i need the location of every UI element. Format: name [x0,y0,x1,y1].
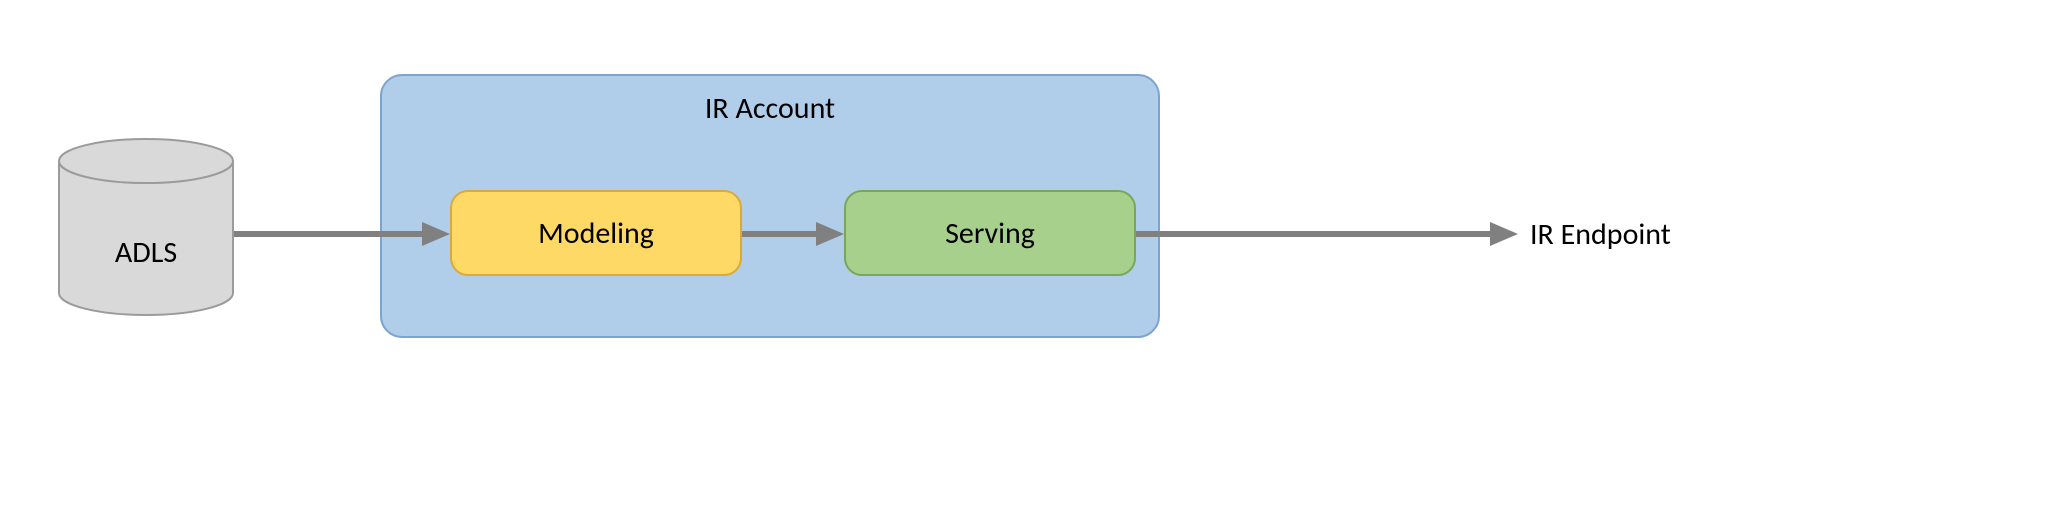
serving-label: Serving [945,215,1035,252]
diagram-canvas: ADLS IR Account Modeling Serving IR Endp… [0,0,2068,512]
ir-account-title: IR Account [382,90,1158,127]
modeling-node: Modeling [450,190,742,276]
arrow-adls-to-modeling [206,206,478,262]
serving-node: Serving [844,190,1136,276]
ir-endpoint-text: IR Endpoint [1530,216,1671,253]
ir-endpoint-label: IR Endpoint [1530,210,1790,258]
modeling-label: Modeling [538,215,654,252]
arrow-serving-to-endpoint [1108,206,1546,262]
arrow-modeling-to-serving [714,206,872,262]
